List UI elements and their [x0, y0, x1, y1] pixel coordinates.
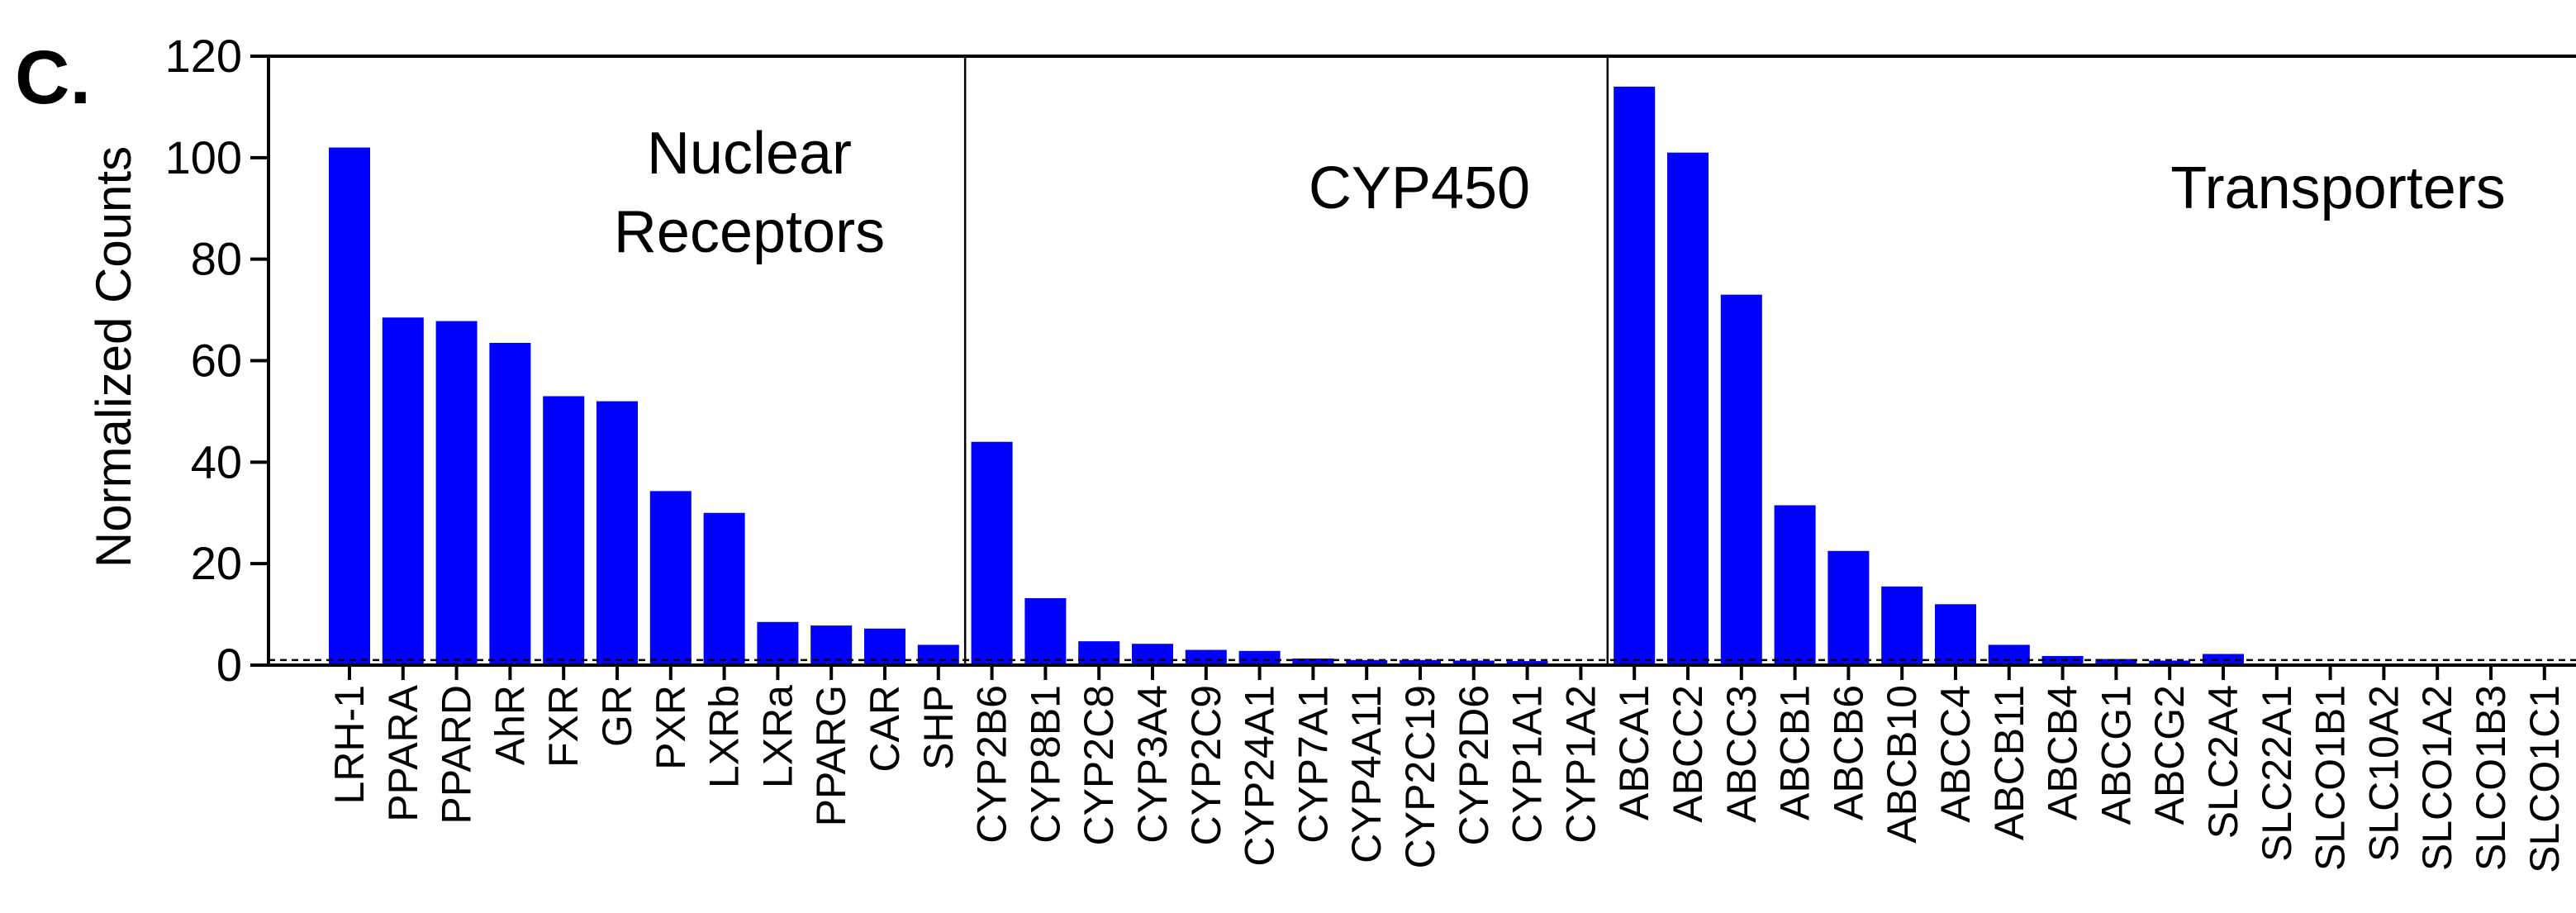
bar	[543, 396, 585, 665]
x-tick-label: CYP1A2	[1557, 685, 1604, 844]
x-tick-label: FXR	[540, 685, 587, 768]
x-tick-label: ABCC3	[1718, 685, 1765, 823]
bar	[649, 491, 692, 665]
group-label: Nuclear	[647, 121, 852, 187]
bar	[1400, 659, 1441, 665]
bar	[489, 343, 531, 665]
group-label: Transporters	[2170, 155, 2505, 221]
bar	[1185, 649, 1227, 665]
x-tick-label: ABCC2	[1665, 685, 1711, 823]
x-tick-label: SLCO1C1	[2521, 685, 2568, 873]
x-tick-label: CYP24A1	[1237, 685, 1283, 867]
plot-frame	[267, 55, 2576, 667]
x-tick-label: CYP2C9	[1183, 685, 1229, 846]
x-tick-label: PPARG	[808, 685, 854, 826]
bar	[1506, 661, 1548, 665]
bar	[1132, 644, 1173, 665]
x-tick-label: CYP2D6	[1451, 685, 1497, 846]
bar	[1881, 586, 1923, 665]
y-tick-label: 0	[216, 639, 242, 691]
bar	[1452, 660, 1495, 665]
x-tick-label: PPARD	[434, 685, 480, 825]
bar	[1292, 659, 1334, 665]
bar	[703, 512, 745, 665]
x-tick-labels: LRH-1 PPARA PPARD AhR FXR GR PXR LXRb LXRa PPARG C…	[326, 665, 2568, 873]
bar	[2149, 660, 2191, 665]
bar	[1346, 659, 1388, 665]
x-tick-label: CYP2B6	[969, 685, 1015, 844]
bar	[1988, 644, 2030, 665]
group-separators	[963, 56, 1609, 665]
x-tick-label: ABCC4	[1932, 685, 1979, 823]
x-tick-label: AhR	[487, 685, 533, 765]
x-tick-label: SHP	[915, 685, 962, 770]
y-tick-label: 60	[191, 335, 242, 387]
x-tick-label: PPARA	[380, 684, 426, 821]
x-tick-label: CYP7A1	[1290, 685, 1336, 844]
bar	[435, 321, 478, 665]
y-tick-label: 120	[165, 30, 242, 82]
x-tick-label: LXRa	[754, 685, 801, 788]
x-tick-label: CYP1A1	[1504, 685, 1551, 844]
x-tick-label: ABCB4	[2040, 685, 2086, 820]
x-tick-label: CAR	[862, 685, 908, 773]
bar	[917, 644, 959, 665]
bar	[971, 441, 1013, 665]
x-tick-label: SLC22A1	[2254, 685, 2300, 862]
bar	[1720, 294, 1762, 665]
panel-label: C.	[15, 36, 91, 120]
y-tick-label: 80	[191, 233, 242, 285]
x-tick-label: ABCA1	[1611, 685, 1657, 820]
bar	[596, 401, 638, 665]
x-tick-label: CYP3A4	[1129, 685, 1176, 844]
x-tick-label: CYP2C19	[1397, 685, 1443, 868]
bar	[2095, 659, 2137, 665]
group-label: Receptors	[614, 199, 885, 265]
x-tick-label: SLC2A4	[2200, 685, 2246, 839]
bar	[810, 625, 853, 665]
bar	[1238, 650, 1281, 665]
group-label: CYP450	[1309, 155, 1530, 221]
x-tick-label: ABCG1	[2093, 685, 2139, 825]
bar	[1667, 152, 1709, 666]
bar	[382, 317, 424, 665]
x-tick-label: GR	[594, 685, 640, 747]
bar	[1774, 505, 1816, 665]
x-tick-label: ABCB6	[1825, 685, 1871, 820]
y-tick-label: 40	[191, 435, 242, 487]
x-tick-label: ABCB10	[1879, 685, 1925, 844]
bar	[1078, 641, 1120, 665]
bar	[1614, 86, 1656, 666]
x-tick-label: CYP8B1	[1022, 685, 1068, 844]
bar	[757, 621, 799, 665]
x-tick-label: CYP4A11	[1343, 685, 1390, 863]
x-tick-label: ABCG2	[2146, 685, 2193, 825]
x-tick-label: ABCB11	[1986, 685, 2032, 840]
bars-group	[329, 86, 2244, 666]
bar	[1827, 550, 1870, 665]
x-tick-label: SLCO1A2	[2414, 685, 2460, 871]
x-tick-label: SLC10A2	[2360, 685, 2407, 862]
bar	[329, 147, 370, 666]
x-tick-label: LRH-1	[326, 685, 373, 804]
x-tick-label: PXR	[648, 685, 694, 770]
y-axis-label: Normalized Counts	[86, 146, 141, 568]
x-tick-label: LXRb	[701, 685, 748, 788]
x-tick-label: SLCO1B1	[2307, 685, 2354, 871]
x-tick-label: CYP2C8	[1076, 685, 1122, 846]
bar	[1024, 597, 1067, 665]
bar	[1935, 604, 1976, 665]
x-tick-label: ABCB1	[1772, 685, 1818, 820]
y-axis: 0 20 40 60 80 100 120	[165, 30, 269, 691]
y-tick-label: 20	[191, 537, 242, 589]
x-tick-label: SLCO1B3	[2468, 685, 2514, 871]
group-labels: Nuclear Receptors CYP450 Transporters	[614, 121, 2506, 265]
y-tick-label: 100	[165, 131, 242, 183]
